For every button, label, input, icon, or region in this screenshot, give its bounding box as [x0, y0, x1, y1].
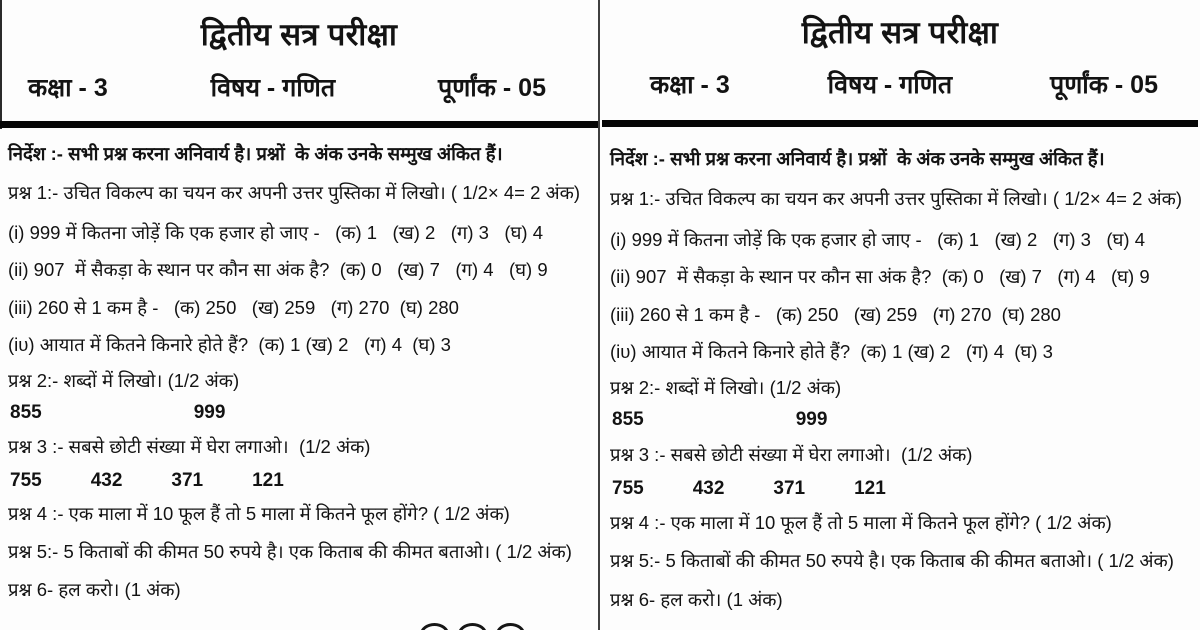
question-5-line: प्रश्न 5:- 5 किताबों की कीमत 50 रुपये है… — [8, 541, 572, 562]
question-2-line: प्रश्न 2:- शब्दों में लिखो। (1/2 अंक) — [610, 377, 842, 398]
instruction-line: निर्देश :- सभी प्रश्न करना अनिवार्य है। … — [8, 143, 503, 164]
partial-digits-cutoff — [420, 623, 525, 630]
question-6-line: प्रश्न 6- हल करो। (1 अंक) — [610, 589, 783, 610]
question-1-option-ii-line: (ii) 907 में सैकड़ा के स्थान पर कौन सा अ… — [8, 259, 548, 280]
number-755: 755 — [612, 478, 644, 499]
question-1-option-iii-line: (iii) 260 से 1 कम है - (क) 250 (ख) 259 (… — [610, 304, 1061, 325]
header-rule — [0, 121, 598, 128]
question-2-numbers-row: 855 999 — [612, 409, 827, 431]
exam-sheet-left: द्वितीय सत्र परीक्षा कक्षा - 3 विषय - गण… — [0, 0, 598, 630]
question-1-line: प्रश्न 1:- उचित विकल्प का चयन कर अपनी उत… — [8, 182, 581, 203]
instruction-line: निर्देश :- सभी प्रश्न करना अनिवार्य है। … — [610, 148, 1105, 169]
question-1-option-i-line: (i) 999 में कितना जोड़ें कि एक हजार हो ज… — [610, 229, 1146, 250]
partial-digit-circle — [420, 623, 449, 630]
question-2-numbers-row: 855 999 — [10, 402, 225, 424]
number-855: 855 — [10, 402, 42, 423]
number-855: 855 — [612, 409, 644, 430]
question-1-option-ii-line: (ii) 907 में सैकड़ा के स्थान पर कौन सा अ… — [610, 266, 1150, 287]
number-999: 999 — [193, 402, 226, 423]
exam-sheet-right: द्वितीय सत्र परीक्षा कक्षा - 3 विषय - गण… — [602, 0, 1198, 630]
question-1-option-iv-line: (iυ) आयात में कितने किनारे होते हैं? (क)… — [8, 334, 451, 355]
exam-meta-row: कक्षा - 3 विषय - गणित पूर्णांक - 05 — [602, 67, 1198, 101]
exam-title: द्वितीय सत्र परीक्षा — [801, 15, 999, 50]
question-3-line: प्रश्न 3 :- सबसे छोटी संख्या में घेरा लग… — [610, 444, 973, 465]
number-432: 432 — [90, 470, 123, 491]
number-371: 371 — [171, 470, 204, 491]
partial-digit-circle — [458, 623, 487, 630]
exam-meta-row: कक्षा - 3 विषय - गणित पूर्णांक - 05 — [0, 70, 598, 104]
number-121: 121 — [252, 470, 284, 491]
column-divider-line — [598, 0, 600, 630]
number-432: 432 — [692, 478, 725, 499]
partial-digit-circle — [496, 623, 525, 630]
class-label: कक्षा - 3 — [650, 71, 730, 99]
marks-label: पूर्णांक - 05 — [1050, 71, 1158, 99]
question-1-line: प्रश्न 1:- उचित विकल्प का चयन कर अपनी उत… — [610, 188, 1183, 209]
header-left-border — [0, 0, 2, 129]
question-2-line: प्रश्न 2:- शब्दों में लिखो। (1/2 अंक) — [8, 370, 240, 391]
number-755: 755 — [10, 470, 42, 491]
question-3-numbers-row: 755 432 371 121 — [10, 470, 284, 492]
question-6-line: प्रश्न 6- हल करो। (1 अंक) — [8, 579, 181, 600]
number-121: 121 — [854, 478, 886, 499]
question-3-line: प्रश्न 3 :- सबसे छोटी संख्या में घेरा लग… — [8, 436, 371, 457]
number-371: 371 — [773, 478, 806, 499]
marks-label: पूर्णांक - 05 — [438, 74, 546, 102]
class-label: कक्षा - 3 — [28, 74, 108, 102]
question-1-option-i-line: (i) 999 में कितना जोड़ें कि एक हजार हो ज… — [8, 222, 544, 243]
question-4-line: प्रश्न 4 :- एक माला में 10 फूल हैं तो 5 … — [8, 503, 510, 524]
question-5-line: प्रश्न 5:- 5 किताबों की कीमत 50 रुपये है… — [610, 550, 1174, 571]
subject-label: विषय - गणित — [210, 74, 336, 102]
question-4-line: प्रश्न 4 :- एक माला में 10 फूल हैं तो 5 … — [610, 512, 1112, 533]
number-999: 999 — [795, 409, 828, 430]
subject-label: विषय - गणित — [827, 71, 953, 99]
question-1-option-iv-line: (iυ) आयात में कितने किनारे होते हैं? (क)… — [610, 341, 1053, 362]
exam-title: द्वितीय सत्र परीक्षा — [200, 17, 398, 52]
question-3-numbers-row: 755 432 371 121 — [612, 478, 886, 500]
question-1-option-iii-line: (iii) 260 से 1 कम है - (क) 250 (ख) 259 (… — [8, 297, 459, 318]
header-rule — [602, 120, 1198, 127]
